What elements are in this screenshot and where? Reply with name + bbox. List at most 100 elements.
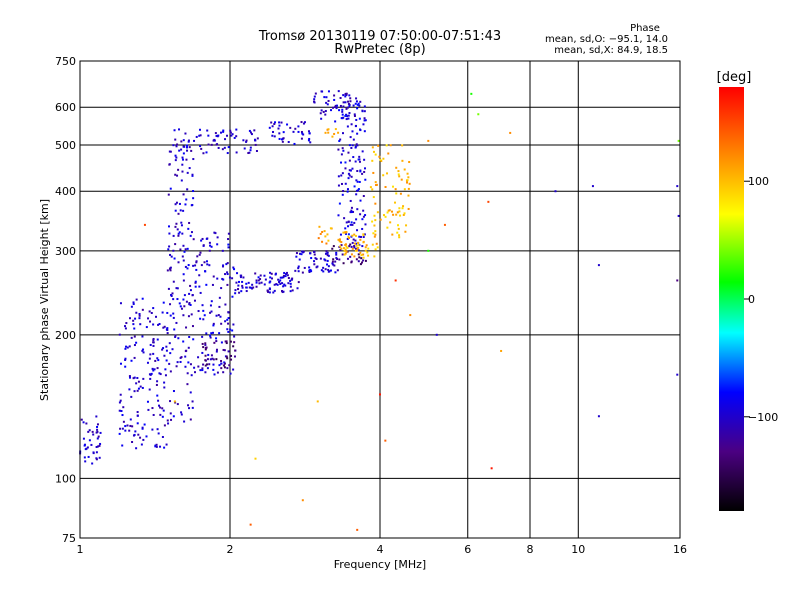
data-point [132,323,135,326]
data-point [196,255,199,258]
data-point [396,211,399,214]
data-point [297,267,300,270]
data-point [300,250,303,253]
data-point [341,113,344,116]
data-point [345,113,348,116]
data-point [335,107,338,110]
data-point [364,223,367,226]
data-point [121,414,124,417]
data-point [215,134,218,137]
data-point [392,185,395,188]
data-point [180,148,183,151]
data-point [136,411,139,414]
y-tick-label: 300 [55,245,76,258]
data-point [191,173,194,176]
data-point [350,123,353,126]
data-point [164,374,167,377]
data-point [210,300,213,303]
data-point [382,214,385,217]
data-point [168,362,171,365]
data-point [395,192,398,195]
data-point [591,185,594,188]
data-point [327,90,330,93]
data-point [257,279,260,282]
data-point [340,241,343,244]
data-point [212,324,215,327]
data-point [149,320,152,323]
data-point [163,381,166,384]
data-point [343,253,346,256]
data-point [187,264,190,267]
data-point [180,413,183,416]
data-point [388,209,391,212]
data-point [152,307,155,310]
data-point [83,456,86,459]
data-point [345,92,348,95]
data-point [402,205,405,208]
data-point [313,253,316,256]
data-point [332,263,335,266]
data-point [359,263,362,266]
data-point [374,230,377,233]
data-point [380,159,383,162]
data-point [135,341,138,344]
data-point [184,132,187,135]
data-point [395,213,398,216]
data-point [172,234,175,237]
y-tick-label: 100 [55,472,76,485]
data-point [340,244,343,247]
x-axis-label: Frequency [MHz] [334,558,426,571]
data-point [285,271,288,274]
data-point [356,528,359,531]
data-point [225,355,228,358]
data-point [323,230,326,233]
data-point [347,114,350,117]
data-point [193,366,196,369]
data-point [327,131,330,134]
data-point [268,291,271,294]
data-point [372,171,375,174]
data-point [201,369,204,372]
data-point [206,263,209,266]
data-point [172,249,175,252]
data-point [199,251,202,254]
data-point [376,211,379,214]
data-point [124,347,127,350]
data-point [171,292,174,295]
data-point [167,422,170,425]
data-point [295,252,298,255]
data-point [293,142,296,145]
data-point [124,325,127,328]
data-point [96,425,99,428]
data-point [382,157,385,160]
x-tick-label: 2 [227,543,234,556]
data-point [136,422,139,425]
data-point [226,134,229,137]
data-point [118,432,121,435]
data-point [135,311,138,314]
data-point [161,415,164,418]
data-point [278,280,281,283]
data-point [373,224,376,227]
data-point [297,281,300,284]
data-point [157,323,160,326]
y-tick-label: 200 [55,329,76,342]
data-point [361,261,364,264]
data-point [373,255,376,258]
data-point [157,399,160,402]
data-point [188,407,191,410]
data-point [357,158,360,161]
data-point [131,441,134,444]
data-point [188,303,191,306]
data-point [272,130,275,133]
data-point [221,148,224,151]
y-tick-label: 750 [55,55,76,68]
data-point [271,134,274,137]
data-point [351,234,354,237]
data-point [215,314,218,317]
data-point [172,312,175,315]
data-point [303,121,306,124]
data-point [217,314,220,317]
data-point [221,249,224,252]
data-point [215,348,218,351]
